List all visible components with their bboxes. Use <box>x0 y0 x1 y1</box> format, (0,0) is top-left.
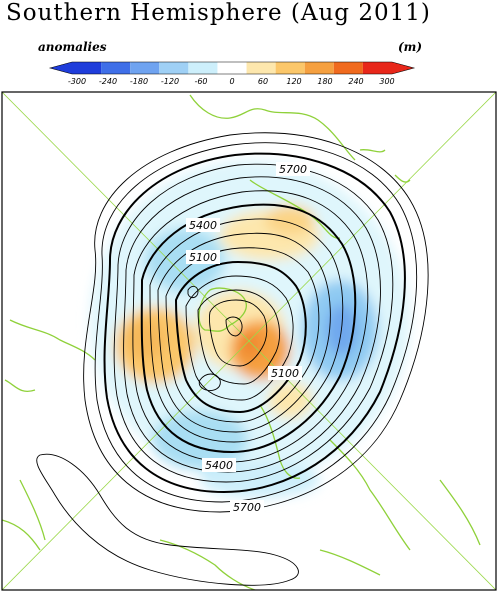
anomalies-label: anomalies <box>38 40 107 54</box>
colorbar-tick-label: 120 <box>286 77 301 86</box>
colorbar-swatch <box>246 62 276 74</box>
colorbar-swatch <box>130 62 160 74</box>
colorbar-tick-label: 0 <box>229 77 234 86</box>
colorbar-swatch <box>304 62 334 74</box>
contour-label-5700-bottom: 5700 <box>233 501 261 514</box>
colorbar: -300 -240 -180 -120 -60 0 60 120 180 240 300 <box>48 61 416 86</box>
colorbar-tick-label: -300 <box>68 77 86 86</box>
contour-labels: 5700 5400 5100 5100 5400 5700 <box>186 162 310 514</box>
colorbar-swatch <box>362 62 392 74</box>
colorbar-tick-label: -180 <box>130 77 148 86</box>
colorbar-right-arrow <box>392 62 414 74</box>
contour-label-5400-bottom: 5400 <box>205 459 233 472</box>
colorbar-swatch <box>275 62 305 74</box>
colorbar-tick-label: -60 <box>194 77 207 86</box>
colorbar-tick-label: -120 <box>161 77 179 86</box>
colorbar-tick-label: 180 <box>317 77 332 86</box>
colorbar-swatch <box>333 62 363 74</box>
colorbar-swatch <box>188 62 218 74</box>
colorbar-tick-label: -240 <box>99 77 117 86</box>
colorbar-swatch <box>217 62 247 74</box>
contour-label-5400-top: 5400 <box>189 219 217 232</box>
colorbar-tick-label: 60 <box>258 77 268 86</box>
height-contours <box>36 132 429 586</box>
meridian-lines <box>2 92 496 590</box>
anomaly-shading <box>90 160 410 498</box>
contour-label-5100-right: 5100 <box>271 367 299 380</box>
colorbar-swatch <box>159 62 189 74</box>
map-title: Southern Hemisphere (Aug 2011) <box>6 0 431 26</box>
colorbar-swatch <box>72 62 102 74</box>
colorbar-swatch <box>101 62 131 74</box>
colorbar-tick-label: 300 <box>379 77 394 86</box>
colorbar-left-arrow <box>50 62 72 74</box>
contour-label-5100-left: 5100 <box>189 251 217 264</box>
colorbar-tick-label: 240 <box>348 77 363 86</box>
units-label: (m) <box>398 40 423 54</box>
map-frame <box>1 91 497 591</box>
contour-label-5700-top: 5700 <box>279 163 307 176</box>
